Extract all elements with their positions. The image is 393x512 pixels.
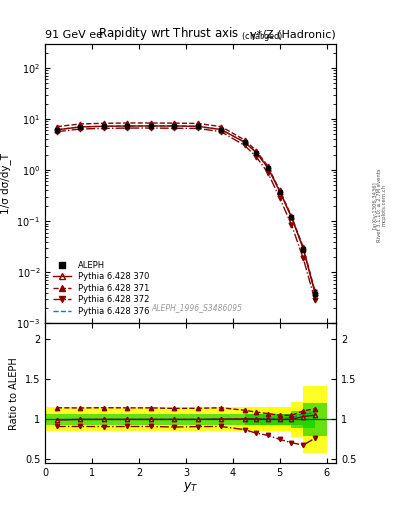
- Bar: [69, 414, 92, 425]
- Bar: [139, 414, 162, 425]
- Text: mcplots.cern.ch: mcplots.cern.ch: [382, 184, 387, 226]
- Bar: [92, 408, 116, 432]
- Bar: [268, 414, 292, 425]
- Bar: [45, 414, 69, 425]
- Text: Rivet 3.1.10; ≥ 2.7M events: Rivet 3.1.10; ≥ 2.7M events: [377, 168, 382, 242]
- Bar: [162, 414, 186, 425]
- Y-axis label: Ratio to ALEPH: Ratio to ALEPH: [9, 357, 19, 430]
- Bar: [244, 414, 268, 425]
- X-axis label: $y_T$: $y_T$: [183, 480, 198, 494]
- Text: ALEPH_1996_S3486095: ALEPH_1996_S3486095: [151, 303, 242, 312]
- Bar: [69, 408, 92, 432]
- Bar: [268, 408, 292, 432]
- Bar: [116, 408, 139, 432]
- Bar: [233, 414, 256, 425]
- Bar: [186, 414, 209, 425]
- Bar: [209, 408, 233, 432]
- Bar: [303, 402, 327, 436]
- Bar: [292, 411, 315, 428]
- Bar: [303, 386, 327, 453]
- Bar: [256, 408, 280, 432]
- Bar: [186, 408, 209, 432]
- Legend: ALEPH, Pythia 6.428 370, Pythia 6.428 371, Pythia 6.428 372, Pythia 6.428 376: ALEPH, Pythia 6.428 370, Pythia 6.428 37…: [50, 258, 152, 319]
- Bar: [209, 414, 233, 425]
- Bar: [116, 414, 139, 425]
- Bar: [244, 408, 268, 432]
- Bar: [162, 408, 186, 432]
- Bar: [280, 408, 303, 432]
- Y-axis label: 1/σ dσ/dy_T: 1/σ dσ/dy_T: [0, 153, 11, 214]
- Bar: [256, 414, 280, 425]
- Text: 91 GeV ee: 91 GeV ee: [45, 30, 103, 40]
- Bar: [280, 414, 303, 425]
- Bar: [292, 402, 315, 437]
- Bar: [45, 408, 69, 432]
- Bar: [92, 414, 116, 425]
- Title: Rapidity wrt Thrust axis $\mathsf{_{(charged)}}$: Rapidity wrt Thrust axis $\mathsf{_{(cha…: [98, 26, 283, 44]
- Text: [arXiv:1306.3436]: [arXiv:1306.3436]: [372, 181, 376, 229]
- Bar: [233, 408, 256, 432]
- Text: γ*/Z (Hadronic): γ*/Z (Hadronic): [250, 30, 336, 40]
- Bar: [139, 408, 162, 432]
